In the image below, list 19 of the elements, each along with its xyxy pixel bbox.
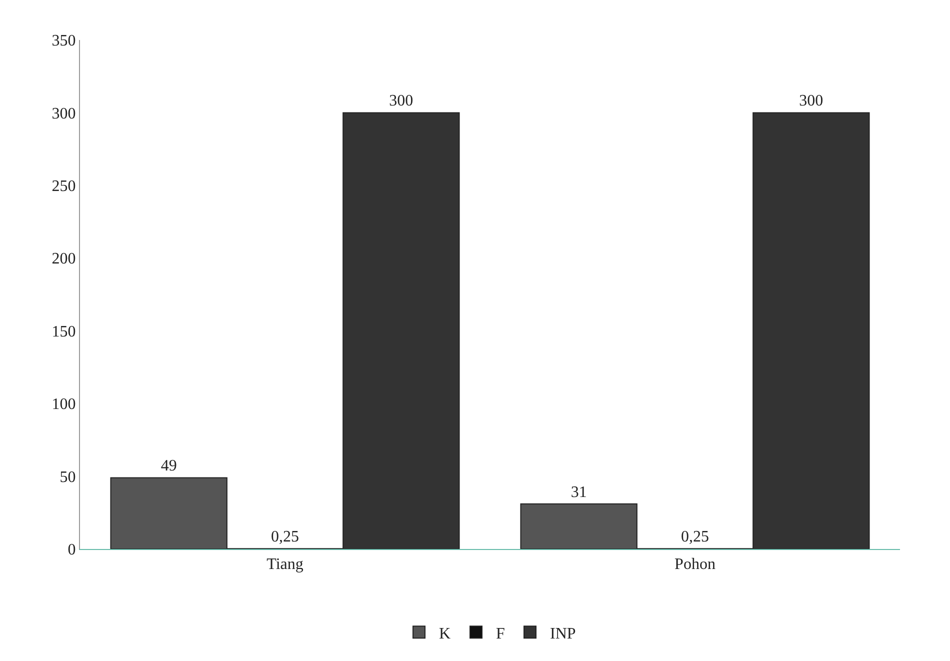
y-tick-label: 50 bbox=[60, 468, 76, 486]
y-tick-label: 0 bbox=[68, 542, 76, 559]
legend-label: INP bbox=[550, 625, 576, 642]
data-label: 49 bbox=[160, 458, 177, 475]
x-tick-label: Tiang bbox=[266, 556, 304, 574]
data-label: 31 bbox=[570, 484, 587, 501]
y-tick-label: 100 bbox=[52, 396, 76, 414]
y-tick-label: 350 bbox=[52, 32, 76, 50]
legend-label: F bbox=[496, 625, 505, 642]
legend-label: K bbox=[439, 625, 451, 642]
y-tick-label: 200 bbox=[52, 250, 76, 268]
x-tick-label: Pohon bbox=[674, 556, 716, 574]
data-label: 300 bbox=[389, 92, 414, 110]
y-tick-label: 300 bbox=[52, 105, 76, 122]
data-label: 0,25 bbox=[681, 528, 709, 546]
data-label: 300 bbox=[799, 92, 824, 110]
y-tick-label: 150 bbox=[52, 323, 76, 340]
data-label: 0,25 bbox=[271, 528, 299, 546]
y-tick-label: 250 bbox=[52, 178, 76, 196]
